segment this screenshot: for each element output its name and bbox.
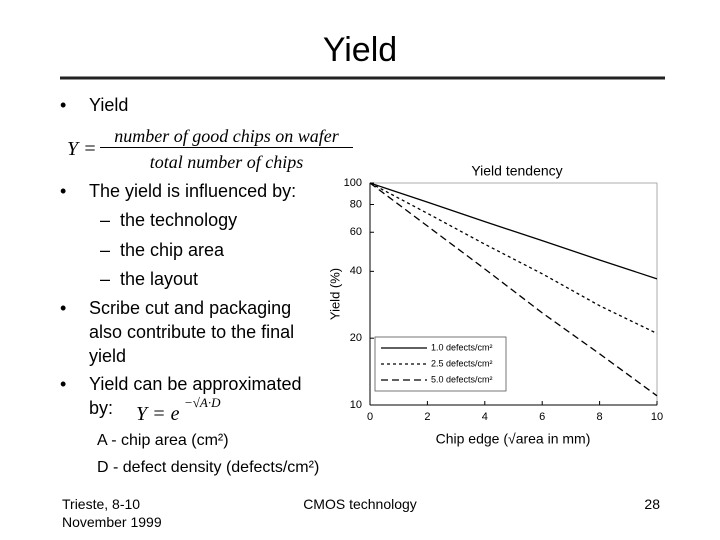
y-tick-label: 100 (344, 177, 362, 189)
legend-box (374, 336, 507, 392)
page-number: 28 (644, 496, 660, 512)
y-tick-label: 40 (350, 265, 362, 277)
sub-bullet: the technology (120, 210, 238, 230)
bullet-dot: • (60, 298, 67, 318)
footer-center: CMOS technology (303, 496, 417, 512)
definition: A - chip area (cm²) (97, 432, 229, 449)
x-tick-label: 6 (539, 411, 545, 423)
bullet-dot: • (60, 374, 67, 394)
bullet: Scribe cut and packaging also contribute… (89, 298, 295, 366)
sub-bullet-dash: – (100, 240, 111, 260)
series-line (369, 182, 658, 397)
formula-base: Y = e (136, 403, 180, 425)
x-tick-label: 10 (651, 411, 663, 423)
bullet: The yield is influenced by: (89, 181, 297, 201)
sub-bullet: the chip area (120, 240, 225, 260)
x-tick-label: 0 (367, 411, 373, 423)
bullet-dot: • (60, 95, 67, 115)
series-line (369, 182, 658, 335)
bullet-dot: • (60, 181, 67, 201)
y-tick-label: 10 (350, 399, 362, 411)
y-tick-label: 60 (350, 226, 362, 238)
formula-lhs: Y = (67, 138, 97, 160)
x-axis-label: Chip edge (√area in mm) (436, 431, 591, 447)
slide-title: Yield (322, 31, 398, 69)
formula-exponent: −√A·D (184, 395, 221, 410)
x-tick-label: 2 (424, 411, 430, 423)
sub-bullet-dash: – (100, 210, 111, 230)
formula-denominator: total number of chips (149, 152, 304, 172)
sub-bullet: the layout (120, 269, 199, 289)
bullet: Yield (89, 95, 129, 115)
legend-label: 5.0 defects/cm² (431, 374, 493, 384)
sub-bullet-dash: – (100, 269, 111, 289)
formula-numerator: number of good chips on wafer (100, 125, 353, 148)
legend-label: 2.5 defects/cm² (431, 358, 493, 368)
y-tick-label: 80 (350, 198, 362, 210)
footer-left: Trieste, 8-10 (62, 496, 141, 512)
legend-label: 1.0 defects/cm² (431, 342, 493, 352)
bullet: Yield can be approximated by: (89, 374, 302, 418)
x-tick-label: 4 (482, 411, 488, 423)
chart-title: Yield tendency (471, 163, 562, 179)
series-line (369, 182, 658, 280)
definition: D - defect density (defects/cm²) (97, 459, 320, 476)
y-tick-label: 20 (350, 332, 362, 344)
footer-left: November 1999 (62, 514, 162, 530)
x-tick-label: 8 (597, 411, 603, 423)
y-axis-label: Yield (%) (327, 268, 342, 320)
